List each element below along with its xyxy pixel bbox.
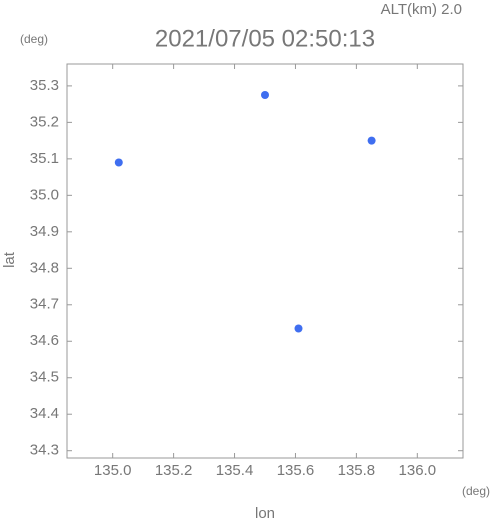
plot-frame xyxy=(66,63,464,459)
point xyxy=(294,324,303,333)
x-tick-label: 135.2 xyxy=(155,462,193,479)
x-unit: (deg) xyxy=(462,484,490,498)
point xyxy=(367,136,376,145)
y-tick-label: 34.6 xyxy=(30,332,59,349)
x-tick-label: 135.0 xyxy=(94,462,132,479)
point xyxy=(261,91,269,100)
x-tick-label: 136.0 xyxy=(399,462,437,479)
y-tick-label: 34.9 xyxy=(30,223,59,240)
y-tick-label: 34.7 xyxy=(30,296,59,313)
y-tick-label: 35.2 xyxy=(30,113,59,130)
x-tick-label: 135.6 xyxy=(277,462,315,479)
x-tick-label: 135.4 xyxy=(216,462,254,479)
y-tick-label: 34.8 xyxy=(30,259,59,276)
y-tick-label: 34.5 xyxy=(30,369,59,386)
y-tick-label: 35.3 xyxy=(30,77,59,94)
chart-title: 2021/07/05 02:50:13 xyxy=(155,25,375,52)
x-axis-label: lon xyxy=(255,505,275,521)
y-axis-label: lat xyxy=(1,251,18,268)
y-tick-label: 35.0 xyxy=(30,186,59,203)
y-tick-label: 34.3 xyxy=(30,442,59,459)
x-tick-label: 135.8 xyxy=(338,462,376,479)
y-tick-label: 34.4 xyxy=(30,405,59,422)
y-tick-label: 35.1 xyxy=(30,150,59,167)
annotation: ALT(km) 2.0 xyxy=(381,1,462,18)
y-unit: (deg) xyxy=(20,32,48,46)
point xyxy=(114,158,123,167)
